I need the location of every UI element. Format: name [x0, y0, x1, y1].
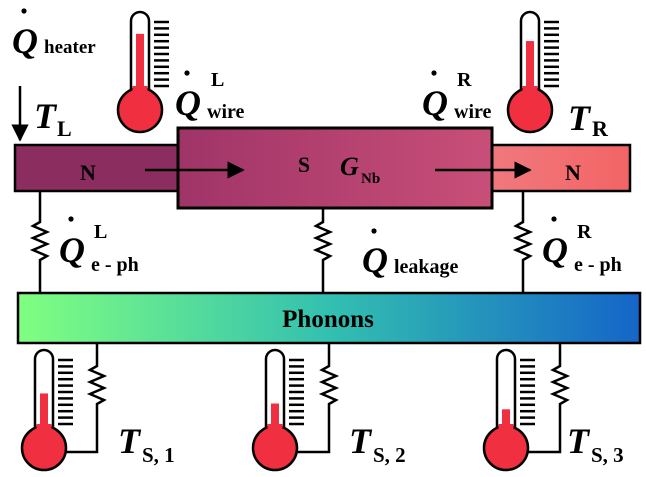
thermometer-sensor-3 [482, 348, 535, 472]
svg-text:S, 2: S, 2 [373, 443, 406, 467]
svg-text:L: L [211, 69, 224, 91]
svg-text:L: L [57, 116, 72, 141]
sensor-temp-label-2: T S, 2 [349, 421, 406, 467]
normal-left-block [13, 143, 187, 193]
temp-right-label: T R [568, 98, 609, 141]
phonons-label: Phonons [282, 306, 374, 333]
svg-text:Q: Q [362, 240, 388, 280]
svg-text:heater: heater [44, 37, 96, 58]
svg-text:R: R [457, 69, 472, 91]
svg-text:G: G [340, 152, 359, 181]
thermometer-sensor-1 [20, 348, 73, 472]
normal-left-label: N [80, 160, 96, 185]
sensor-temp-label-1: T S, 1 [118, 421, 175, 467]
wire-left-label: Q L wire [175, 69, 245, 123]
resistor-eph-right [512, 191, 534, 293]
svg-text:T: T [349, 421, 373, 461]
svg-text:T: T [118, 421, 142, 461]
thermometer-fluid [40, 393, 48, 434]
svg-text:e - ph: e - ph [574, 254, 622, 276]
svg-text:S, 3: S, 3 [591, 443, 624, 467]
heater-label: Q heater [12, 8, 96, 61]
leakage-label: Q leakage [362, 228, 459, 280]
thermometer-fluid [136, 33, 144, 96]
sensor-resistor-2 [290, 343, 340, 454]
svg-text:leakage: leakage [394, 256, 459, 278]
svg-text:L: L [94, 221, 107, 243]
phonons-bar [16, 291, 642, 345]
svg-text:Q: Q [175, 83, 201, 123]
svg-text:T: T [567, 421, 591, 461]
svg-text:Nb: Nb [361, 171, 380, 187]
thermometer-left [116, 10, 169, 134]
svg-text:R: R [577, 221, 592, 243]
svg-text:S, 1: S, 1 [142, 443, 175, 467]
svg-text:e - ph: e - ph [91, 254, 139, 276]
normal-right-block [478, 143, 632, 193]
sensor-temp-label-3: T S, 3 [567, 421, 624, 467]
thermometer-fluid [526, 41, 534, 96]
eph-right-label: Q R e - ph [542, 216, 622, 276]
thermometer-fluid [271, 403, 279, 434]
thermometer-right [506, 10, 559, 134]
svg-text:Q: Q [542, 230, 568, 270]
svg-text:wire: wire [207, 101, 245, 123]
thermometer-fluid [502, 409, 510, 434]
svg-text:wire: wire [454, 101, 492, 123]
svg-text:Q: Q [59, 230, 85, 270]
resistor-leakage [312, 208, 334, 293]
conductance-label: G Nb [340, 152, 380, 187]
wire-right-label: Q R wire [422, 69, 492, 123]
thermometers [20, 10, 559, 472]
svg-text:T: T [568, 98, 592, 138]
svg-text:Q: Q [12, 21, 38, 61]
thermometer-sensor-2 [251, 348, 304, 472]
sensor-resistor-1 [58, 343, 108, 454]
eph-left-label: Q L e - ph [59, 216, 139, 276]
resistor-eph-left [29, 191, 51, 293]
superconductor-block [176, 126, 494, 210]
sensor-resistor-3 [521, 343, 571, 454]
svg-text:T: T [34, 96, 58, 136]
svg-text:R: R [592, 116, 609, 141]
normal-right-label: N [565, 160, 581, 185]
temp-left-label: T L [34, 96, 72, 141]
superconductor-label: S [298, 152, 310, 177]
svg-text:Q: Q [422, 83, 448, 123]
